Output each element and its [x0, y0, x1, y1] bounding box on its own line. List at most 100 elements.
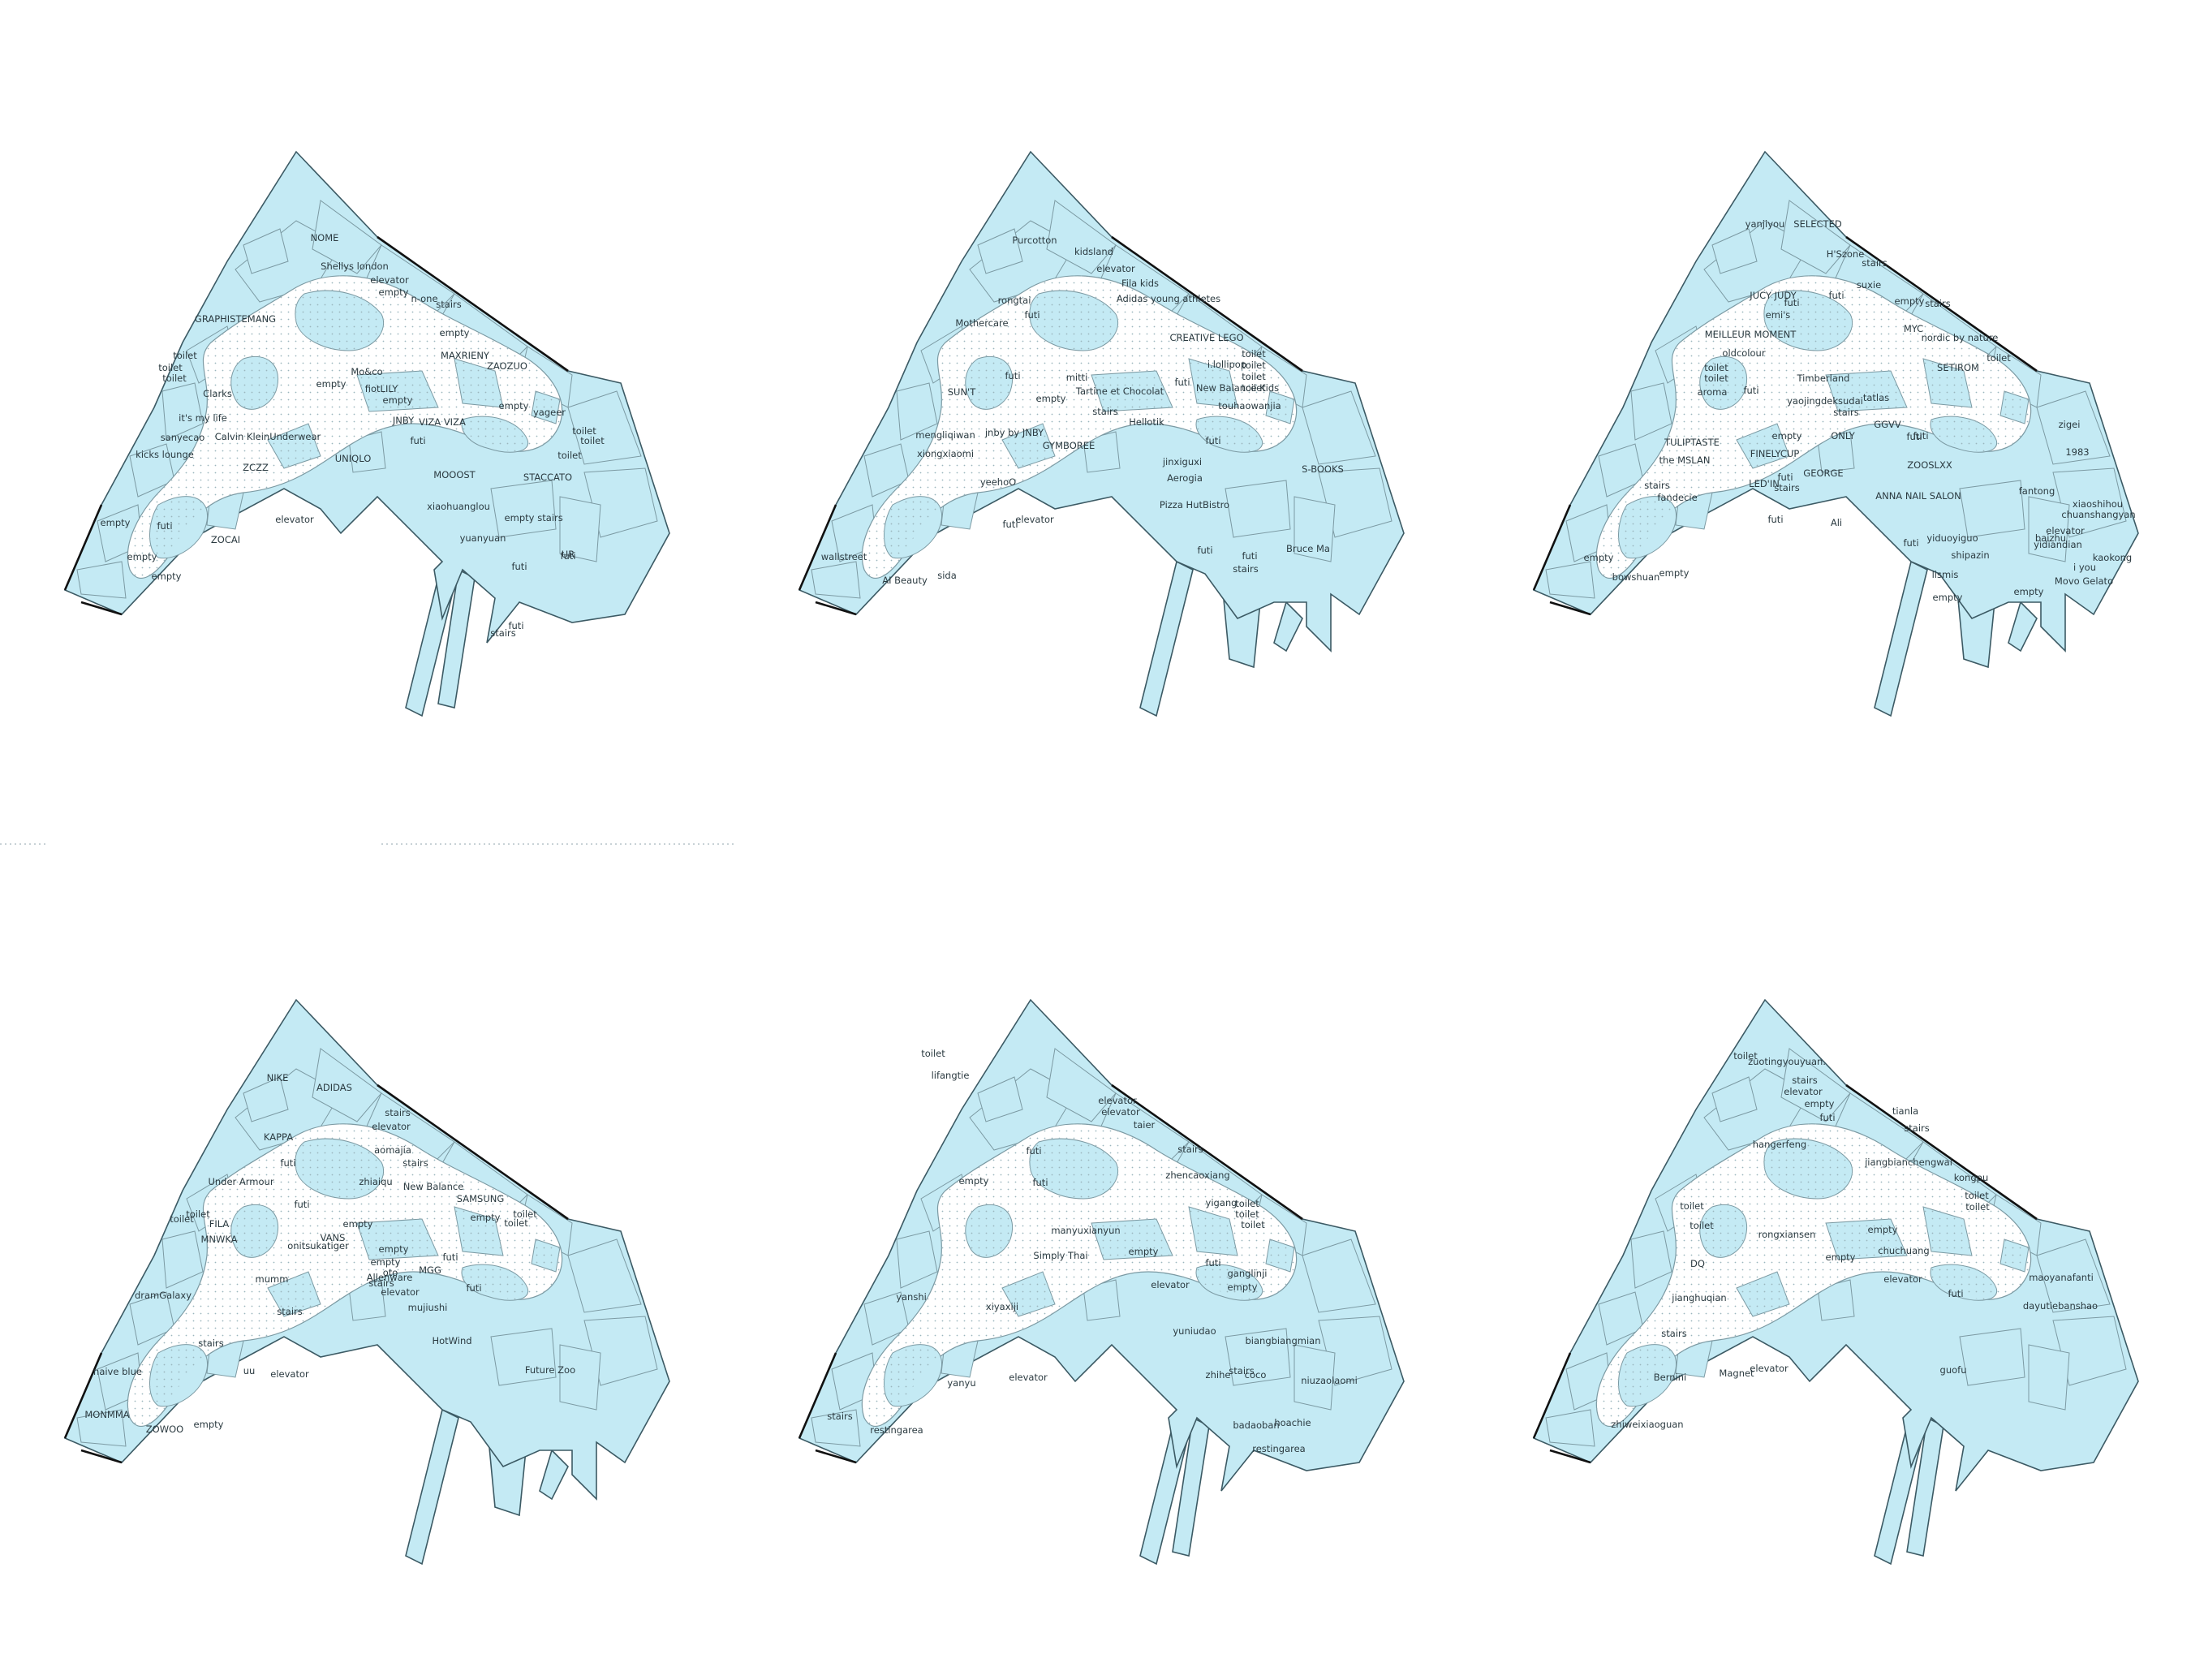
shop-label: MOOOST — [433, 469, 476, 480]
shop-label: toilet — [1242, 382, 1266, 394]
shop-label: 1983 — [2065, 446, 2089, 458]
shop-label: CREATIVE LEGO — [1169, 332, 1243, 343]
shop-label: empty — [440, 327, 470, 338]
shop-label: xiongxiaomi — [917, 448, 974, 459]
shop-label: DQ — [1690, 1258, 1705, 1269]
shop-label: elevator — [1101, 1106, 1140, 1118]
shop-label: ZOCAI — [211, 534, 240, 545]
shop-label: futi — [1242, 550, 1257, 562]
shop-label: yanshi — [896, 1291, 927, 1303]
shop-label: kongpu — [1954, 1172, 1988, 1183]
shop-label: baizhu — [2035, 532, 2066, 544]
shop-label: chuchuang — [1878, 1245, 1929, 1256]
shop-label: empty — [383, 394, 413, 406]
shop-label: toilet — [1704, 362, 1728, 373]
shop-label: fantong — [2019, 485, 2055, 497]
shop-label: futi — [1026, 1145, 1041, 1157]
shop-label: aroma — [1698, 386, 1728, 398]
shop-label: empty — [1129, 1246, 1159, 1257]
shop-label: xiyaxiji — [986, 1301, 1018, 1312]
shop-label: uu — [243, 1365, 256, 1376]
shop-label: empty — [1826, 1251, 1856, 1263]
shop-label: Hellotik — [1129, 416, 1164, 428]
shop-label: FILA — [209, 1218, 230, 1230]
shop-label: LED'IN — [1749, 478, 1780, 489]
shop-label: restingarea — [870, 1424, 923, 1436]
shop-label: JUCY JUDY — [1749, 290, 1797, 301]
shop-label: taier — [1134, 1119, 1156, 1131]
shop-label: futi — [1948, 1288, 1963, 1299]
shop-label: biangbiangmian — [1246, 1335, 1321, 1346]
shop-label: futi — [410, 435, 425, 446]
shop-label: SUN'T — [948, 386, 976, 398]
exterior-wall — [63, 235, 569, 616]
shop-label: stairs — [436, 299, 461, 310]
shop-label: futi — [1032, 1177, 1048, 1188]
shop-label: futi — [442, 1251, 458, 1263]
shop-label: stairs — [1862, 257, 1887, 269]
shop-label: i.lollipop — [1207, 359, 1246, 370]
shop-label: zuotingyouyuan. — [1748, 1056, 1826, 1067]
shop-label: mujiushi — [408, 1302, 448, 1313]
shop-label: empty — [1036, 393, 1066, 404]
shop-label: Allenware — [367, 1272, 413, 1283]
shop-label: stairs — [1177, 1144, 1203, 1155]
shop-label: UNIQLO — [335, 453, 372, 464]
shop-label: restingarea — [1252, 1443, 1305, 1454]
shop-label: toilet — [513, 1208, 537, 1220]
shop-label: futi — [1174, 377, 1190, 388]
shop-label: MONMMA — [84, 1409, 129, 1420]
shop-label: MAXRIENY — [441, 350, 490, 361]
shop-label: yanyu — [947, 1377, 975, 1389]
shop-label: futi — [1913, 430, 1928, 442]
shop-label: rongxiansen — [1758, 1229, 1816, 1240]
shop-label: empty — [505, 512, 535, 523]
shop-label: suxie — [1857, 279, 1881, 291]
shop-label: TULIPTASTE — [1664, 437, 1720, 448]
shop-label: S-BOOKS — [1302, 463, 1344, 475]
shop-label: futi — [466, 1282, 481, 1294]
shop-label: Fila kids — [1121, 278, 1159, 289]
shop-label: it's my life — [179, 412, 227, 424]
shop-label: elevator — [1784, 1086, 1823, 1097]
shop-label: futi — [508, 620, 523, 631]
shop-label: toilet — [170, 1213, 194, 1225]
pier-3 — [1273, 601, 1303, 652]
shop-label: ADIDAS — [316, 1082, 352, 1093]
shop-label: toilet — [580, 435, 605, 446]
shop-label: toilet — [1987, 352, 2011, 364]
shop-label: VANS — [321, 1232, 346, 1243]
shop-label: naive blue — [93, 1366, 142, 1377]
shop-label: toilet — [1242, 371, 1266, 382]
shop-label: tianla — [1892, 1105, 1918, 1117]
shop-label: toilet — [1965, 1201, 1990, 1213]
shop-label: UR — [562, 549, 575, 560]
shop-label: elevator — [1009, 1372, 1048, 1383]
shop-label: toilet — [1235, 1208, 1259, 1220]
shop-label: futi — [1743, 385, 1758, 396]
shop-label: empty — [371, 1256, 401, 1268]
shop-label: shipazin — [1951, 549, 1989, 561]
shop-label: coco — [1245, 1369, 1267, 1381]
shop-label: dramGalaxy — [135, 1290, 192, 1301]
shop-label: toilet — [504, 1217, 528, 1229]
shop-label: Pizza HutBistro — [1160, 499, 1229, 510]
shop-label: HotWind — [432, 1335, 471, 1346]
shop-label: futi — [560, 550, 575, 562]
corridor-dots — [862, 275, 1297, 579]
shop-label: GRAPHISTEMANG — [195, 313, 276, 325]
shop-label: MEILLEUR MOMENT — [1705, 329, 1797, 340]
shop-label: stairs — [1833, 407, 1858, 418]
shop-label: ZCZZ — [243, 462, 269, 473]
shop-label: hoachie — [1274, 1417, 1311, 1428]
shop-label: maoyanafanti — [2029, 1272, 2094, 1283]
shop-label: futi — [1197, 545, 1212, 556]
shop-label: Clarks — [203, 388, 232, 399]
shop-label: empty — [1772, 430, 1802, 442]
shop-label: SAMSUNG — [457, 1193, 505, 1204]
shop-label: oto — [383, 1267, 398, 1278]
shop-label: empty — [499, 400, 529, 411]
shop-label: Adidas young athletes — [1117, 293, 1220, 304]
